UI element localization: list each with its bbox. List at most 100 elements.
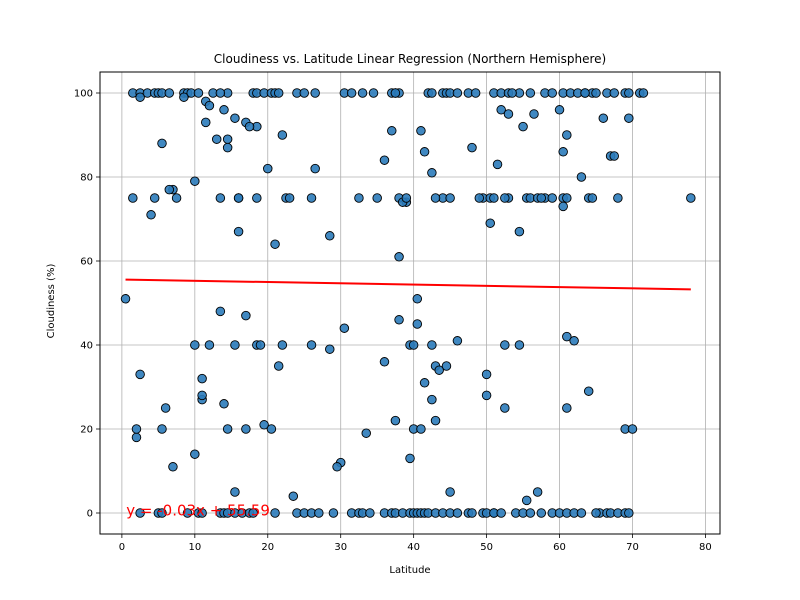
data-point [587,193,598,203]
y-tick-label: 0 [87,509,93,520]
data-point [346,88,357,98]
data-point [270,508,280,518]
data-point [255,340,266,350]
data-point [627,424,638,434]
data-point [193,88,204,98]
data-point [277,130,288,140]
data-point [222,142,233,153]
x-tick-label: 20 [261,542,274,553]
y-tick-label: 40 [80,341,93,352]
x-tick-label: 80 [699,542,712,553]
data-point [361,428,371,438]
data-point [266,424,277,434]
data-point [558,147,568,157]
data-point [219,399,229,409]
data-point [529,109,539,119]
data-point [562,403,572,413]
data-point [434,365,444,375]
x-tick-label: 30 [334,542,347,553]
data-point [197,508,207,518]
data-point [120,294,131,304]
data-point [314,508,324,518]
data-point [569,336,579,346]
regression-line-layer [125,278,691,291]
data-point [135,369,145,380]
data-point [128,193,138,203]
data-point [686,193,696,203]
data-point [310,88,320,98]
data-point [160,403,171,413]
data-point [219,105,229,115]
data-point [598,113,609,123]
data-point [201,117,211,128]
data-point [507,88,517,98]
data-point [273,361,284,371]
data-point [547,88,557,98]
data-point [536,193,547,203]
data-point [168,462,178,472]
x-tick-label: 0 [119,542,125,553]
y-tick-label: 60 [80,257,93,268]
data-point [467,508,477,518]
data-point [412,294,423,304]
axis-ticks: 0 10 20 30 40 50 60 70 80 0 20 40 60 80 100 [74,89,712,554]
data-point [401,193,412,203]
data-point [190,449,200,459]
data-point [416,424,426,434]
data-point [211,134,222,144]
data-point [562,331,572,342]
data-point [536,508,547,518]
x-axis-label: Latitude [389,565,430,576]
data-point [496,105,506,115]
data-point [241,310,251,321]
data-point [419,378,430,388]
data-point [325,344,335,354]
data-point [558,201,568,212]
data-point [394,252,404,262]
data-point [394,315,404,325]
data-point [503,109,514,119]
data-point [481,369,492,380]
data-point [430,415,441,426]
data-point [230,113,240,123]
data-point [284,193,295,203]
data-point [215,193,226,203]
x-tick-label: 70 [626,542,639,553]
data-point [354,193,364,203]
data-point [441,361,452,371]
data-point [131,432,142,443]
data-point [518,121,528,132]
data-point [171,193,182,203]
data-point [492,159,503,170]
data-point [387,126,397,136]
y-tick-label: 100 [74,89,93,100]
data-point [164,184,175,195]
data-points [120,88,696,518]
data-point [609,151,619,161]
data-point [190,176,200,186]
data-point [390,88,401,98]
data-point [419,147,430,157]
data-point [157,508,167,518]
data-point [230,487,240,497]
data-point [197,373,207,384]
data-point [514,340,525,350]
data-point [500,193,510,203]
data-point [222,424,233,434]
data-point [379,357,390,367]
data-point [485,218,495,228]
data-point [514,226,525,237]
data-point [368,88,379,98]
data-point [613,193,623,203]
data-point [624,508,634,518]
data-point [241,424,251,434]
data-point [325,231,335,241]
data-point [452,336,463,346]
data-point [215,306,226,317]
x-tick-label: 50 [480,542,493,553]
data-point [427,394,437,405]
data-point [430,193,441,203]
data-point [408,340,419,350]
data-point [481,390,492,401]
